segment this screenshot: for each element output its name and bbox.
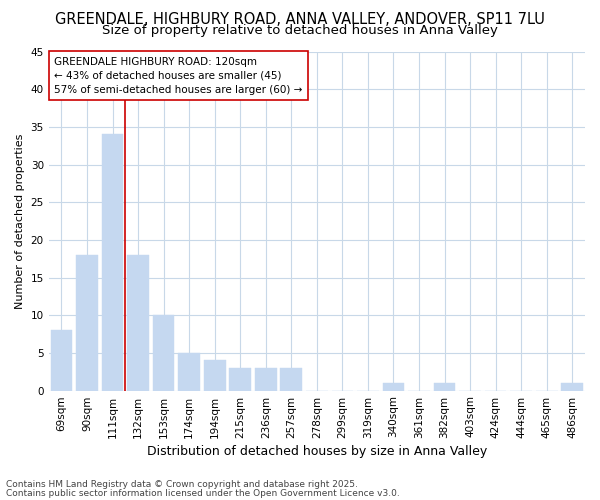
Bar [153, 315, 175, 390]
Text: GREENDALE, HIGHBURY ROAD, ANNA VALLEY, ANDOVER, SP11 7LU: GREENDALE, HIGHBURY ROAD, ANNA VALLEY, A… [55, 12, 545, 28]
Y-axis label: Number of detached properties: Number of detached properties [15, 134, 25, 308]
Bar [50, 330, 72, 390]
Bar [383, 383, 404, 390]
Text: Contains public sector information licensed under the Open Government Licence v3: Contains public sector information licen… [6, 488, 400, 498]
Bar [280, 368, 302, 390]
Bar [101, 134, 124, 390]
Bar [76, 255, 98, 390]
Text: Contains HM Land Registry data © Crown copyright and database right 2025.: Contains HM Land Registry data © Crown c… [6, 480, 358, 489]
X-axis label: Distribution of detached houses by size in Anna Valley: Distribution of detached houses by size … [147, 444, 487, 458]
Bar [127, 255, 149, 390]
Bar [204, 360, 226, 390]
Bar [229, 368, 251, 390]
Text: GREENDALE HIGHBURY ROAD: 120sqm
← 43% of detached houses are smaller (45)
57% of: GREENDALE HIGHBURY ROAD: 120sqm ← 43% of… [54, 56, 302, 94]
Text: Size of property relative to detached houses in Anna Valley: Size of property relative to detached ho… [102, 24, 498, 37]
Bar [562, 383, 583, 390]
Bar [178, 353, 200, 391]
Bar [255, 368, 277, 390]
Bar [434, 383, 455, 390]
